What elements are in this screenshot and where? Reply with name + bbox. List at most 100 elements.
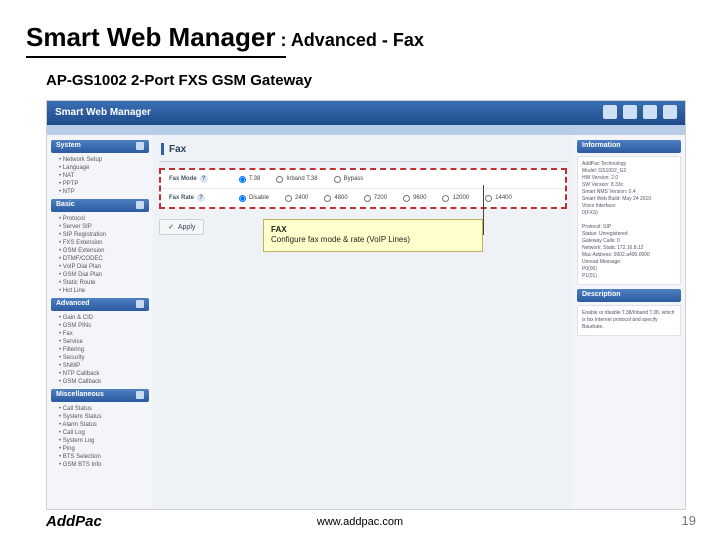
header-icons [603,105,677,119]
check-icon: ✓ [168,223,174,231]
nav-item[interactable]: • Call Status [51,405,149,413]
nav-item[interactable]: • Network Setup [51,156,149,164]
nav-item[interactable]: • Security [51,354,149,362]
app-header-title: Smart Web Manager [55,107,151,118]
nav-item[interactable]: • NAT [51,172,149,180]
fax-mode-label: Fax Mode? [169,175,239,183]
radio-input[interactable] [239,195,246,202]
nav-item[interactable]: • FXS Extension [51,239,149,247]
header-icon-3[interactable] [643,105,657,119]
annotation-connector [483,185,484,235]
nav-item[interactable]: • GSM Dial Plan [51,271,149,279]
annot-desc: Configure fax mode & rate (VoIP Lines) [271,235,475,245]
header-icon-2[interactable] [623,105,637,119]
fax-rate-radios: Disable 2400 4800 7200 9600 12000 14400 [239,195,557,202]
nav-item[interactable]: • Protocol [51,215,149,223]
radio-input[interactable] [403,195,410,202]
main-panel: Fax Fax Mode? T.38 Inband T.38 Bypass Fax … [153,135,573,509]
info-header: Information [577,140,681,153]
app-screenshot: Smart Web Manager System• Network Setup•… [46,100,686,510]
fax-rate-row: Fax Rate? Disable 2400 4800 7200 9600 12000 14… [161,189,565,207]
title-sub: Advanced - Fax [291,30,424,50]
nav-section-header[interactable]: Miscellaneous [51,389,149,402]
nav-item[interactable]: • GSM Callback [51,378,149,386]
app-subbar [47,125,685,135]
collapse-icon[interactable] [136,300,144,308]
nav-item[interactable]: • SIP Registration [51,231,149,239]
nav-item[interactable]: • Call Log [51,429,149,437]
help-icon[interactable]: ? [200,175,208,183]
nav-item[interactable]: • PPTP [51,180,149,188]
nav-item[interactable]: • System Status [51,413,149,421]
fax-mode-row: Fax Mode? T.38 Inband T.38 Bypass [161,170,565,189]
desc-body: Enable or disable T.38/Inband T.38, whic… [577,305,681,336]
title-bar-icon [161,143,164,155]
page-number: 19 [682,513,696,528]
radio-option[interactable]: 2400 [285,195,308,202]
nav-item[interactable]: • VoIP Dial Plan [51,263,149,271]
radio-option[interactable]: Disable [239,195,269,202]
nav-item[interactable]: • GSM Extension [51,247,149,255]
nav-item[interactable]: • Static Route [51,279,149,287]
radio-input[interactable] [442,195,449,202]
title-main: Smart Web Manager [26,22,275,52]
radio-option[interactable]: 7200 [364,195,387,202]
nav-item[interactable]: • BTS Selection [51,453,149,461]
nav-item[interactable]: • DTMF/CODEC [51,255,149,263]
help-icon[interactable]: ? [197,194,205,202]
fax-mode-radios: T.38 Inband T.38 Bypass [239,176,557,183]
header-icon-4[interactable] [663,105,677,119]
radio-input[interactable] [276,176,283,183]
header-icon-1[interactable] [603,105,617,119]
nav-item[interactable]: • Language [51,164,149,172]
radio-option[interactable]: 9600 [403,195,426,202]
radio-option[interactable]: Bypass [334,176,364,183]
radio-input[interactable] [285,195,292,202]
info-body: AddPac Technology Model: GS1002_G2 HW Ve… [577,156,681,285]
nav-section-header[interactable]: System [51,140,149,153]
nav-item[interactable]: • Filtering [51,346,149,354]
title-underline [26,56,286,58]
radio-option[interactable]: 12000 [442,195,469,202]
nav-item[interactable]: • Fax [51,330,149,338]
info-panel: Information AddPac Technology Model: GS1… [573,135,685,509]
nav-item[interactable]: • GSM BTS Info [51,461,149,469]
annot-title: FAX [271,225,475,235]
nav-item[interactable]: • SNMP [51,362,149,370]
radio-input[interactable] [485,195,492,202]
desc-header: Description [577,289,681,302]
radio-input[interactable] [324,195,331,202]
nav-item[interactable]: • Alarm Status [51,421,149,429]
nav-item[interactable]: • GSM PINs [51,322,149,330]
nav-item[interactable]: • Server SIP [51,223,149,231]
nav-section-header[interactable]: Advanced [51,298,149,311]
fax-settings-box: Fax Mode? T.38 Inband T.38 Bypass Fax Rate… [159,168,567,209]
nav-item[interactable]: • Gain & CID [51,314,149,322]
radio-option[interactable]: T.38 [239,176,260,183]
page-title-text: Fax [169,144,186,155]
nav-item[interactable]: • Hot Line [51,287,149,295]
radio-option[interactable]: 14400 [485,195,512,202]
slide-title: Smart Web Manager : Advanced - Fax [26,22,424,53]
app-header: Smart Web Manager [47,101,685,125]
nav-section-header[interactable]: Basic [51,199,149,212]
nav-item[interactable]: • Service [51,338,149,346]
radio-option[interactable]: Inband T.38 [276,176,317,183]
radio-input[interactable] [364,195,371,202]
radio-input[interactable] [239,176,246,183]
footer-url: www.addpac.com [0,516,720,528]
nav-item[interactable]: • NTP [51,188,149,196]
nav-item[interactable]: • System Log [51,437,149,445]
nav-item[interactable]: • Ping [51,445,149,453]
fax-rate-label: Fax Rate? [169,194,239,202]
radio-option[interactable]: 4800 [324,195,347,202]
apply-button[interactable]: ✓ Apply [159,219,204,235]
apply-label: Apply [178,224,196,231]
radio-input[interactable] [334,176,341,183]
collapse-icon[interactable] [136,391,144,399]
collapse-icon[interactable] [136,201,144,209]
page-title: Fax [159,139,567,162]
nav-item[interactable]: • NTP Callback [51,370,149,378]
collapse-icon[interactable] [136,142,144,150]
slide-subtitle: AP-GS1002 2-Port FXS GSM Gateway [46,72,312,89]
